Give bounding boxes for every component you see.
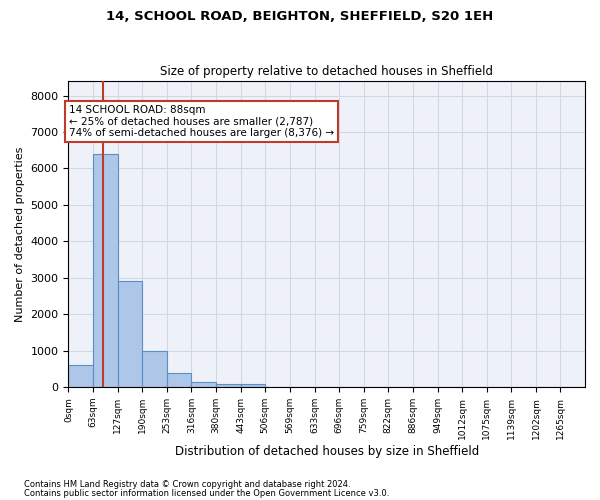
Y-axis label: Number of detached properties: Number of detached properties [15, 146, 25, 322]
Text: Contains HM Land Registry data © Crown copyright and database right 2024.: Contains HM Land Registry data © Crown c… [24, 480, 350, 489]
Text: 14 SCHOOL ROAD: 88sqm
← 25% of detached houses are smaller (2,787)
74% of semi-d: 14 SCHOOL ROAD: 88sqm ← 25% of detached … [69, 104, 334, 138]
Text: 14, SCHOOL ROAD, BEIGHTON, SHEFFIELD, S20 1EH: 14, SCHOOL ROAD, BEIGHTON, SHEFFIELD, S2… [106, 10, 494, 23]
Bar [241, 384, 265, 387]
Bar [142, 350, 167, 387]
Title: Size of property relative to detached houses in Sheffield: Size of property relative to detached ho… [160, 66, 493, 78]
Bar [93, 154, 118, 387]
Bar [191, 382, 216, 387]
X-axis label: Distribution of detached houses by size in Sheffield: Distribution of detached houses by size … [175, 444, 479, 458]
Text: Contains public sector information licensed under the Open Government Licence v3: Contains public sector information licen… [24, 488, 389, 498]
Bar [167, 374, 191, 387]
Bar [68, 365, 93, 387]
Bar [118, 282, 142, 387]
Bar [216, 384, 241, 387]
